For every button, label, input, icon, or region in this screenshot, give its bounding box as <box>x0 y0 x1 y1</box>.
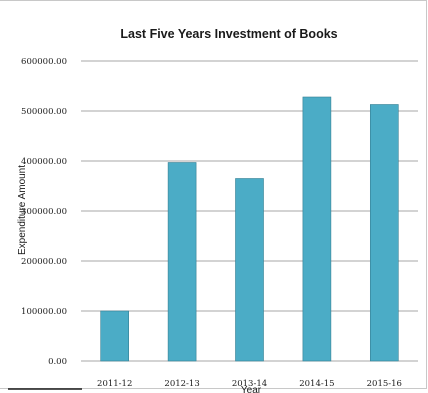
bars <box>100 96 399 362</box>
x-tick-label: 2015-16 <box>367 379 402 389</box>
bar-2014-15 <box>302 96 332 362</box>
x-tick-labels: 2011-12 2012-13 2013-14 2014-15 2015-16 <box>97 379 402 389</box>
chart-title: Last Five Years Investment of Books <box>120 27 337 41</box>
y-tick-label: 100000.00 <box>21 307 67 317</box>
bar-2013-14 <box>235 178 264 362</box>
y-tick-label: 400000.00 <box>21 157 67 167</box>
y-tick-label: 600000.00 <box>21 57 67 67</box>
y-tick-labels: 0.00 100000.00 200000.00 300000.00 400000.00… <box>21 57 67 367</box>
y-tick-label: 0.00 <box>48 357 67 367</box>
y-axis-title: Expenditure Amount <box>17 165 28 255</box>
bar-2012-13 <box>167 162 197 362</box>
x-tick-label: 2012-13 <box>164 379 199 389</box>
y-tick-label: 300000.00 <box>21 207 67 217</box>
y-tick-label: 200000.00 <box>21 257 67 267</box>
x-axis-title: Year <box>241 385 262 393</box>
bar-2011-12 <box>100 310 129 362</box>
x-tick-label: 2014-15 <box>299 379 334 389</box>
bar-2015-16 <box>369 104 399 362</box>
y-tick-label: 500000.00 <box>21 107 67 117</box>
x-tick-label: 2011-12 <box>97 379 132 389</box>
x-tick-label: 2013-14 <box>232 379 267 389</box>
